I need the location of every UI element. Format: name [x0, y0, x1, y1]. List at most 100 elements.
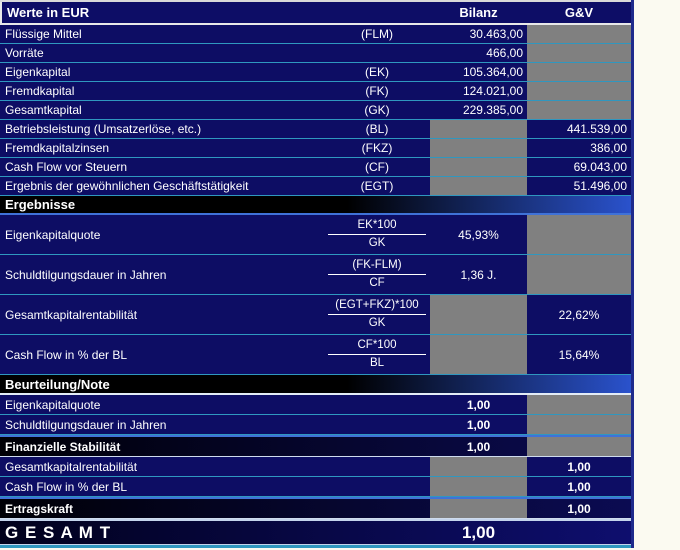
cell-bilanz-masked[interactable] — [430, 295, 527, 334]
total-label: G E S A M T — [5, 522, 112, 542]
cell-gv-note[interactable]: 1,00 — [567, 479, 591, 494]
cell-label: Betriebsleistung (Umsatzerlöse, etc.) — [5, 122, 202, 136]
cell-label: Flüssige Mittel — [5, 27, 82, 41]
cell-label: Fremdkapitalzinsen — [5, 141, 110, 155]
table-row-schuldtilgungsdauer: Schuldtilgungsdauer in Jahren (FK-FLM) C… — [0, 255, 631, 295]
table-row-gesamtkapitalrentabilitaet: Gesamtkapitalrentabilität (EGT+FKZ)*100 … — [0, 295, 631, 335]
cell-gv-masked[interactable] — [527, 395, 631, 414]
cell-bilanz-value[interactable]: 30.463,00 — [469, 27, 523, 41]
cell-bilanz-masked[interactable] — [430, 158, 527, 176]
cell-label: Gesamtkapitalrentabilität — [5, 459, 138, 474]
cell-bilanz-note[interactable]: 1,00 — [466, 417, 491, 432]
cell-label: Vorräte — [5, 46, 44, 60]
cell-gv-value[interactable]: 386,00 — [590, 141, 627, 155]
cell-label: Cash Flow vor Steuern — [5, 160, 128, 174]
sheet-top-border — [0, 0, 631, 2]
note-row-eigenkapitalquote: Eigenkapitalquote 1,00 — [0, 395, 631, 415]
table-row-betriebsleistung: Betriebsleistung (Umsatzerlöse, etc.) (B… — [0, 120, 631, 139]
cell-gv-masked[interactable] — [527, 415, 631, 434]
cell-gv-masked[interactable] — [527, 82, 631, 100]
cell-bilanz-value[interactable]: 105.364,00 — [462, 65, 523, 79]
formula-numerator: (EGT+FKZ)*100 — [328, 299, 426, 315]
formula-denominator: GK — [368, 237, 386, 249]
table-row-egt: Ergebnis der gewöhnlichen Geschäftstätig… — [0, 177, 631, 196]
cell-spacer — [324, 477, 430, 496]
sheet-bottom-border — [0, 545, 631, 548]
formula-denominator: GK — [368, 317, 386, 329]
cell-gv-value[interactable]: 51.496,00 — [573, 179, 627, 193]
col-header-gv: G&V — [564, 5, 594, 20]
cell-gv-masked[interactable] — [527, 25, 631, 43]
note-row-ertragskraft: Ertragskraft 1,00 — [0, 497, 631, 519]
cell-gv-value[interactable]: 15,64% — [558, 347, 600, 362]
financial-report-sheet: Werte in EUR Bilanz G&V Flüssige Mittel … — [0, 0, 634, 548]
table-row-cashflow-prozent-bl: Cash Flow in % der BL CF*100 BL 15,64% — [0, 335, 631, 375]
total-row: G E S A M T 1,00 — [0, 519, 631, 545]
formula-fraction: (FK-FLM) CF — [324, 259, 430, 290]
note-row-cashflow-prozent-bl: Cash Flow in % der BL 1,00 — [0, 477, 631, 497]
cell-spacer — [324, 437, 430, 456]
cell-bilanz-value[interactable]: 466,00 — [486, 46, 523, 60]
formula-numerator: (FK-FLM) — [328, 259, 426, 275]
cell-bilanz-masked[interactable] — [430, 177, 527, 195]
cell-bilanz-masked[interactable] — [430, 477, 527, 496]
cell-label: Eigenkapital — [5, 65, 71, 79]
cell-spacer — [324, 521, 430, 544]
cell-gv-masked[interactable] — [527, 437, 631, 456]
cell-gv-masked[interactable] — [527, 215, 631, 254]
section-header-beurteilung: Beurteilung/Note — [0, 375, 631, 395]
cell-gv-value[interactable]: 69.043,00 — [573, 160, 627, 174]
cell-bilanz-masked[interactable] — [430, 120, 527, 138]
cell-bilanz-note[interactable]: 1,00 — [466, 397, 491, 412]
cell-label: Schuldtilgungsdauer in Jahren — [5, 267, 167, 282]
cell-spacer — [324, 395, 430, 414]
cell-bilanz-value[interactable]: 45,93% — [458, 227, 499, 242]
table-row-eigenkapital: Eigenkapital (EK) 105.364,00 — [0, 63, 631, 82]
cell-bilanz-masked[interactable] — [430, 457, 527, 476]
header-spacer — [324, 2, 430, 23]
cell-bilanz-value[interactable]: 124.021,00 — [462, 84, 523, 98]
total-value[interactable]: 1,00 — [461, 522, 496, 542]
cell-gv-masked[interactable] — [527, 63, 631, 81]
cell-gv-note[interactable]: 1,00 — [567, 501, 591, 516]
cell-formula: (FK-FLM) CF — [324, 255, 430, 294]
cell-bilanz-value[interactable]: 229.385,00 — [462, 103, 523, 117]
cell-gv-value[interactable]: 441.539,00 — [566, 122, 627, 136]
cell-abbrev: (EK) — [365, 65, 389, 79]
formula-denominator: CF — [369, 277, 385, 289]
cell-gv-masked[interactable] — [527, 101, 631, 119]
table-row-fremdkapital: Fremdkapital (FK) 124.021,00 — [0, 82, 631, 101]
cell-gv-note[interactable]: 1,00 — [567, 459, 591, 474]
col-header-bilanz: Bilanz — [459, 5, 498, 20]
note-row-schuldtilgungsdauer: Schuldtilgungsdauer in Jahren 1,00 — [0, 415, 631, 435]
cell-label: Ergebnis der gewöhnlichen Geschäftstätig… — [5, 179, 249, 193]
cell-spacer — [527, 521, 631, 544]
cell-formula: (EGT+FKZ)*100 GK — [324, 295, 430, 334]
cell-abbrev: (BL) — [365, 122, 389, 136]
cell-gv-value[interactable]: 22,62% — [558, 307, 600, 322]
cell-label: Fremdkapital — [5, 84, 75, 98]
cell-bilanz-masked[interactable] — [430, 335, 527, 374]
cell-gv-masked[interactable] — [527, 255, 631, 294]
cell-abbrev: (FK) — [365, 84, 389, 98]
cell-bilanz-note[interactable]: 1,00 — [466, 439, 491, 454]
cell-abbrev: (GK) — [364, 103, 390, 117]
cell-gv-masked[interactable] — [527, 44, 631, 62]
cell-bilanz-value[interactable]: 1,36 J. — [460, 267, 497, 282]
note-row-finanzielle-stabilitaet: Finanzielle Stabilität 1,00 — [0, 435, 631, 457]
cell-bilanz-masked[interactable] — [430, 139, 527, 157]
cell-spacer — [324, 415, 430, 434]
formula-fraction: CF*100 BL — [324, 339, 430, 370]
cell-abbrev: (FLM) — [361, 27, 393, 41]
cell-abbrev: (FKZ) — [361, 141, 393, 155]
formula-fraction: EK*100 GK — [324, 219, 430, 250]
formula-numerator: CF*100 — [328, 339, 426, 355]
note-row-gesamtkapitalrentabilitaet: Gesamtkapitalrentabilität 1,00 — [0, 457, 631, 477]
cell-label: Schuldtilgungsdauer in Jahren — [5, 417, 167, 432]
cell-label: Eigenkapitalquote — [5, 397, 101, 412]
cell-bilanz-masked[interactable] — [430, 499, 527, 518]
table-row-vorraete: Vorräte 466,00 — [0, 44, 631, 63]
cell-label: Eigenkapitalquote — [5, 227, 101, 242]
table-row-fluessige-mittel: Flüssige Mittel (FLM) 30.463,00 — [0, 25, 631, 44]
